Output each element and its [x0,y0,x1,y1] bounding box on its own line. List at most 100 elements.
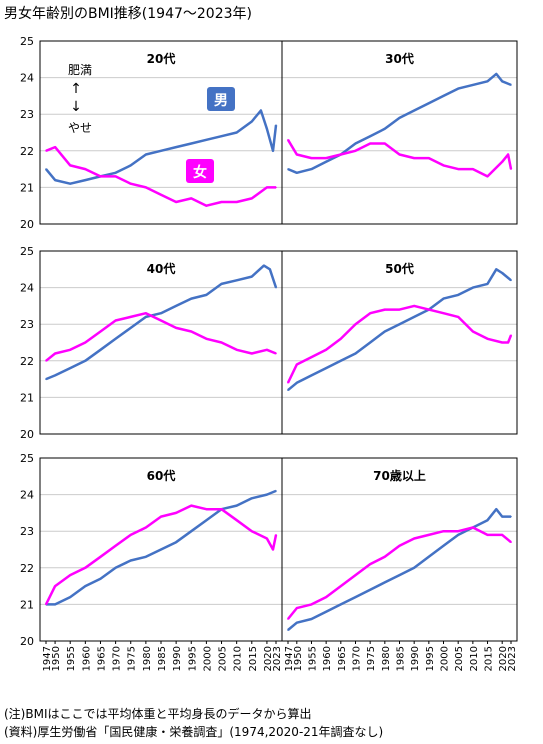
data-point-male [510,84,512,86]
data-point-male [266,493,268,496]
panel-5: 20 21 22 23 24 25 60代 [20,452,282,648]
data-point-male [175,305,177,307]
data-point-female [510,334,512,336]
x-tick-label: 1955 [307,646,318,671]
y-tick-label: 22 [20,355,34,368]
panel-6: 70歳以上 [282,468,517,631]
data-point-female [266,186,268,189]
page-title: 男女年齢別のBMI推移(1947～2023年) [4,6,252,22]
panel-3: 20 21 22 23 24 25 40代 [20,245,282,441]
data-point-female [205,338,208,340]
data-point-female [250,197,253,200]
data-point-female [413,157,415,159]
data-point-male [310,374,313,377]
data-point-female [501,341,503,344]
data-point-female [205,204,208,207]
data-point-female [296,153,298,156]
x-tick-label: 2010 [469,646,480,671]
data-point-male [296,621,298,624]
data-point-male [145,153,147,156]
data-point-male [54,374,56,377]
panel-title: 70歳以上 [373,468,426,483]
data-point-male [486,283,489,285]
data-point-male [354,352,357,355]
data-point-female [457,168,459,170]
data-point-male [114,171,117,174]
data-point-female [145,312,147,315]
data-point-male [275,124,277,126]
female-series-label: 女 [193,164,207,181]
series-line-male [287,72,512,175]
hint-down-arrow: ↓ [70,99,82,115]
data-point-female [287,618,289,620]
y-tick-label: 25 [20,35,34,48]
data-point-male [442,297,445,300]
y-tick-label: 24 [20,72,34,85]
hint-obese-label: 肥満 [68,63,92,77]
data-point-male [384,330,386,333]
data-point-female [428,157,430,159]
female-label-box [186,159,214,183]
panel-1: 20 21 22 23 24 25 20代 [20,35,282,231]
data-point-male [398,117,401,119]
data-point-female [413,305,415,307]
data-point-female [310,157,313,159]
data-point-female [69,349,72,351]
data-point-male [275,286,277,289]
x-tick-label: 2000 [202,646,213,671]
data-point-male [220,135,223,137]
data-point-female [398,308,401,311]
data-point-male [457,534,459,536]
x-tick-label: 2010 [233,646,244,671]
data-point-female [190,330,193,333]
data-point-female [510,541,512,543]
x-tick-label: 1960 [322,646,333,671]
data-point-male [325,610,327,613]
data-point-male [69,367,72,369]
data-point-female [310,603,313,606]
data-point-female [442,530,445,532]
data-point-female [287,381,289,384]
data-point-female [129,316,132,318]
y-tick-label: 21 [20,598,34,611]
series-line-male [287,268,512,392]
data-point-female [114,545,117,547]
data-point-male [501,272,503,274]
male-label-box [207,87,235,111]
data-point-male [413,567,415,569]
x-tick-label: 1985 [396,646,407,671]
x-tick-label: 1947 [42,646,53,671]
data-point-female [235,349,238,351]
data-point-male [275,490,277,492]
data-point-female [340,153,342,156]
data-point-male [510,515,512,518]
data-point-male [250,120,253,123]
data-point-male [205,519,208,522]
x-tick-label: 1985 [157,646,168,671]
data-point-female [84,341,87,344]
x-tick-label: 1970 [351,646,362,671]
series-line-female [44,504,278,605]
data-point-male [175,541,177,543]
data-point-male [384,581,386,584]
data-point-female [398,153,401,156]
y-tick-label: 23 [20,318,34,331]
data-point-female [428,534,430,536]
panel-4: 50代 [282,261,517,398]
x-tick-label: 2005 [218,646,229,671]
data-point-male [235,504,238,507]
data-point-female [99,175,102,178]
x-tick-label: 2005 [454,646,465,671]
x-tick-label: 1995 [425,646,436,671]
data-point-male [287,389,289,391]
data-point-female [114,175,117,178]
series-line-female [286,304,513,384]
data-point-male [384,128,386,130]
data-point-female [220,508,223,511]
data-point-male [190,530,193,532]
data-point-male [160,150,162,152]
y-tick-label: 24 [20,282,34,295]
panel-title: 40代 [147,261,176,276]
data-point-female [340,338,342,340]
data-point-female [235,519,238,522]
